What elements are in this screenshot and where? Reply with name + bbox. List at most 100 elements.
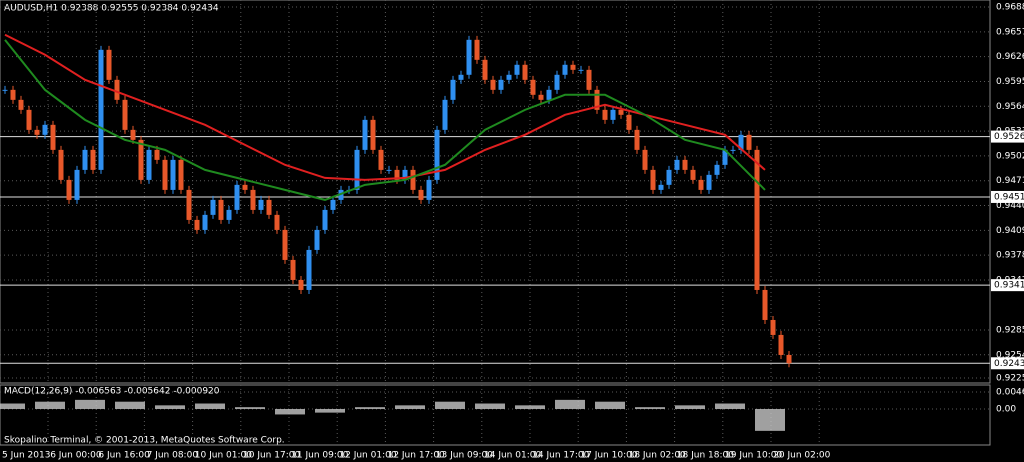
macd-bar — [595, 401, 625, 409]
candle — [354, 149, 360, 190]
candle — [426, 179, 432, 200]
candle — [130, 129, 136, 140]
macd-bar — [155, 405, 185, 409]
candle — [442, 99, 448, 130]
candle — [730, 149, 736, 151]
candle — [546, 89, 552, 100]
macd-bar — [715, 403, 745, 409]
macd-tick-label: 0.004661 — [996, 387, 1024, 397]
macd-bar — [75, 399, 105, 409]
candle — [266, 199, 272, 215]
macd-bar — [115, 401, 145, 409]
level-label-box — [991, 190, 1024, 203]
candle — [226, 209, 232, 220]
candle — [370, 119, 376, 150]
x-tick-label: 6 Jun 16:00 — [98, 451, 150, 461]
candle — [282, 229, 288, 260]
candle — [242, 184, 248, 190]
candle — [602, 109, 608, 120]
x-tick-label: 18 Jun 02:00 — [629, 451, 686, 461]
moving-average — [4, 33, 766, 181]
x-tick-label: 14 Jun 01:00 — [484, 451, 541, 461]
candle — [42, 124, 48, 135]
candle — [178, 159, 184, 190]
macd-frame — [0, 384, 991, 446]
candle — [530, 79, 536, 95]
macd-bar — [755, 408, 785, 431]
candle — [578, 69, 584, 71]
y-tick-label: 0.94405 — [996, 201, 1024, 211]
level-label: 0.95266 — [994, 132, 1024, 142]
candle — [466, 39, 472, 75]
candle — [722, 149, 728, 165]
macd-title: MACD(12,26,9) -0.006563 -0.005642 -0.000… — [4, 387, 220, 397]
y-tick-label: 0.92250 — [996, 374, 1024, 384]
x-tick-label: 6 Jun 00:00 — [50, 451, 102, 461]
candle — [66, 179, 72, 200]
candle — [322, 209, 328, 230]
candle — [290, 259, 296, 280]
candle — [690, 169, 696, 180]
macd-bar — [195, 403, 225, 409]
candle — [170, 159, 176, 190]
candle — [538, 94, 544, 100]
candle — [194, 219, 200, 230]
candle — [98, 49, 104, 170]
x-tick-label: 14 Jun 17:00 — [532, 451, 589, 461]
candle — [778, 334, 784, 355]
level-label-box — [991, 279, 1024, 292]
level-label-box — [991, 357, 1024, 370]
candle — [770, 319, 776, 335]
candle — [394, 169, 400, 180]
macd-bar — [395, 405, 425, 409]
candle — [434, 129, 440, 180]
candle — [362, 119, 368, 150]
main-frame — [0, 0, 991, 384]
y-tick-label: 0.96575 — [996, 27, 1024, 37]
macd-bar — [235, 407, 265, 409]
candle — [482, 59, 488, 80]
candle — [250, 189, 256, 210]
candle — [114, 79, 120, 100]
y-tick-label: 0.94095 — [996, 226, 1024, 236]
macd-bar — [435, 401, 465, 409]
candle — [514, 64, 520, 75]
candle — [698, 179, 704, 190]
candle — [618, 109, 624, 115]
candle — [386, 169, 392, 171]
candle — [522, 64, 528, 80]
candle — [490, 79, 496, 90]
macd-bar — [515, 405, 545, 409]
candle — [706, 174, 712, 190]
candle — [154, 149, 160, 160]
candle — [74, 169, 80, 200]
candle — [122, 99, 128, 130]
candle — [234, 184, 240, 210]
y-tick-label: 0.95025 — [996, 151, 1024, 161]
candle — [58, 149, 64, 180]
x-tick-label: 12 Jun 17:00 — [388, 451, 445, 461]
header: AUDUSD,H1 0.92388 0.92555 0.92384 0.9243… — [4, 4, 219, 14]
candle — [306, 249, 312, 290]
x-tick-label: 17 Jun 10:00 — [580, 451, 637, 461]
candle — [10, 89, 16, 100]
x-tick-label: 7 Jun 08:00 — [147, 451, 199, 461]
candle — [658, 184, 664, 190]
candle — [738, 134, 744, 150]
macd-bar — [475, 403, 505, 409]
macd-bar — [635, 407, 665, 409]
candle — [610, 109, 616, 120]
candle — [90, 149, 96, 170]
candle — [746, 134, 752, 150]
candle — [314, 229, 320, 250]
candle — [786, 354, 792, 364]
x-tick-label: 13 Jun 09:00 — [436, 451, 493, 461]
candle — [210, 199, 216, 215]
candle — [458, 74, 464, 80]
candle — [186, 189, 192, 220]
candle — [554, 74, 560, 90]
candle — [674, 159, 680, 170]
candle — [274, 214, 280, 230]
macd-bar — [35, 401, 65, 409]
